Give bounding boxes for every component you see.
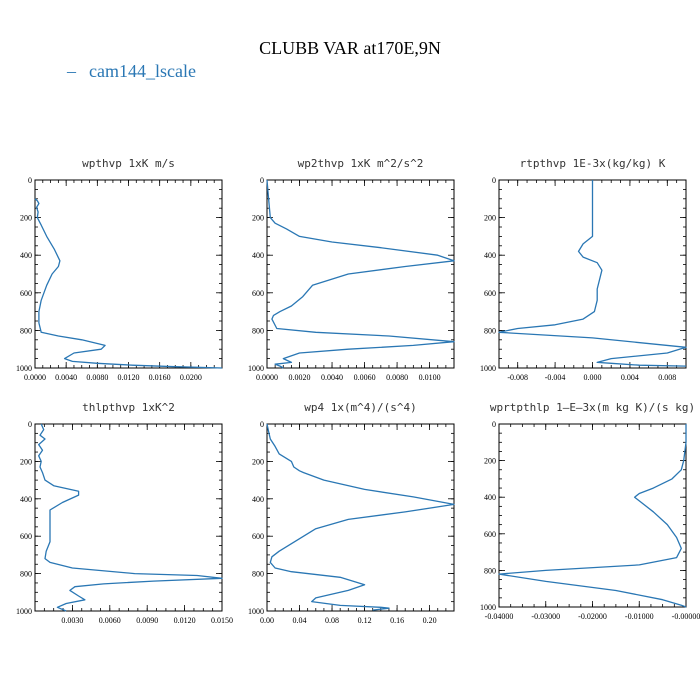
x-tick-label: 0.0080	[86, 373, 108, 382]
legend-label: cam144_lscale	[89, 61, 196, 81]
figure-title: CLUBB VAR at170E,9N	[259, 38, 441, 58]
x-tick-label: 0.0020	[289, 373, 311, 382]
x-tick-label: 0.0080	[386, 373, 408, 382]
y-tick-label: 600	[484, 530, 496, 539]
y-tick-label: 400	[484, 251, 496, 260]
x-tick-label: 0.0150	[211, 616, 233, 625]
x-tick-label: -0.03000	[531, 612, 560, 621]
panel-title: wprtpthlp 1–E–3x(m kg K)/(s kg)	[490, 401, 695, 414]
x-tick-label: 0.0040	[321, 373, 343, 382]
series-line	[498, 180, 687, 367]
y-tick-label: 800	[252, 326, 264, 335]
panel-3: rtpthvp 1E-3x(kg/kg) K 0 200 400 600 800 1000 -…	[480, 157, 687, 382]
x-tick-label: -0.04000	[485, 612, 514, 621]
x-tick-label: 0.0040	[55, 373, 77, 382]
x-tick-label: 0.20	[423, 616, 437, 625]
y-tick-label: 1000	[480, 364, 496, 373]
y-tick-label: 800	[20, 326, 32, 335]
y-tick-label: 600	[252, 532, 264, 541]
panel-title: wp2thvp 1xK m^2/s^2	[298, 157, 424, 170]
panel-title: wpthvp 1xK m/s	[82, 157, 175, 170]
x-tick-label: 0.0030	[61, 616, 83, 625]
series-line	[266, 179, 455, 369]
y-tick-label: 400	[252, 495, 264, 504]
x-tick-label: 0.0200	[180, 373, 202, 382]
panel-title: wp4 1x(m^4)/(s^4)	[304, 401, 417, 414]
y-tick-label: 800	[20, 570, 32, 579]
y-tick-label: 600	[484, 289, 496, 298]
panel-title: thlpthvp 1xK^2	[82, 401, 175, 414]
x-tick-label: 0.0060	[99, 616, 121, 625]
series-line	[34, 198, 223, 369]
y-tick-label: 400	[20, 495, 32, 504]
y-tick-label: 0	[260, 176, 264, 185]
y-tick-label: 400	[252, 251, 264, 260]
legend: – cam144_lscale	[66, 61, 196, 81]
legend-line-marker: –	[66, 61, 77, 81]
series-line	[38, 423, 223, 612]
y-tick-label: 200	[20, 457, 32, 466]
y-tick-label: 400	[20, 251, 32, 260]
y-tick-label: 1000	[16, 364, 32, 373]
x-tick-label: -0.02000	[578, 612, 607, 621]
y-tick-label: 200	[252, 214, 264, 223]
x-tick-label: 0.008	[658, 373, 676, 382]
x-tick-label: 0.0120	[174, 616, 196, 625]
x-tick-label: 0.0000	[256, 373, 278, 382]
y-tick-label: 800	[252, 570, 264, 579]
x-tick-label: 0.08	[325, 616, 339, 625]
x-tick-label: -0.004	[545, 373, 566, 382]
y-tick-label: 800	[484, 566, 496, 575]
panel-title: rtpthvp 1E-3x(kg/kg) K	[520, 157, 666, 170]
y-tick-label: 0	[492, 176, 496, 185]
y-tick-label: 600	[252, 289, 264, 298]
plot-frame	[34, 179, 223, 369]
x-tick-label: 0.0120	[118, 373, 140, 382]
x-tick-label: 0.12	[358, 616, 372, 625]
y-tick-label: 400	[484, 493, 496, 502]
y-tick-label: 1000	[480, 603, 496, 612]
y-tick-label: 200	[20, 214, 32, 223]
x-tick-label: 0.04	[293, 616, 307, 625]
x-tick-label: 0.000	[584, 373, 602, 382]
x-tick-label: 0.00	[260, 616, 274, 625]
y-tick-label: 800	[484, 326, 496, 335]
panel-2: wp2thvp 1xK m^2/s^2020040060080010000.00…	[248, 157, 455, 382]
panel-6: wprtpthlp 1–E–3x(m kg K)/(s kg) 0 200 400 60…	[480, 401, 700, 621]
y-tick-label: 200	[484, 457, 496, 466]
x-tick-label: -0.00000	[672, 612, 700, 621]
x-tick-label: 0.0160	[149, 373, 171, 382]
y-tick-label: 0	[260, 420, 264, 429]
y-tick-label: 1000	[16, 607, 32, 616]
y-tick-label: 0	[492, 420, 496, 429]
x-tick-label: 0.16	[390, 616, 404, 625]
x-tick-label: 0.0100	[419, 373, 441, 382]
x-tick-label: -0.01000	[625, 612, 654, 621]
y-tick-label: 0	[28, 176, 32, 185]
x-tick-label: 0.0000	[24, 373, 46, 382]
y-tick-label: 600	[20, 289, 32, 298]
y-tick-label: 1000	[248, 607, 264, 616]
x-tick-label: 0.0060	[354, 373, 376, 382]
y-tick-label: 1000	[248, 364, 264, 373]
y-tick-label: 600	[20, 532, 32, 541]
x-tick-label: -0.008	[507, 373, 528, 382]
x-tick-label: 0.004	[621, 373, 639, 382]
y-tick-label: 0	[28, 420, 32, 429]
x-tick-label: 0.0090	[136, 616, 158, 625]
y-tick-label: 200	[484, 214, 496, 223]
series-line	[498, 424, 687, 608]
y-tick-label: 200	[252, 457, 264, 466]
series-line	[266, 423, 455, 611]
panel-4: thlpthvp 1xK^2 0 200 400 600 800 1000 0.0030 0.0…	[16, 401, 233, 625]
